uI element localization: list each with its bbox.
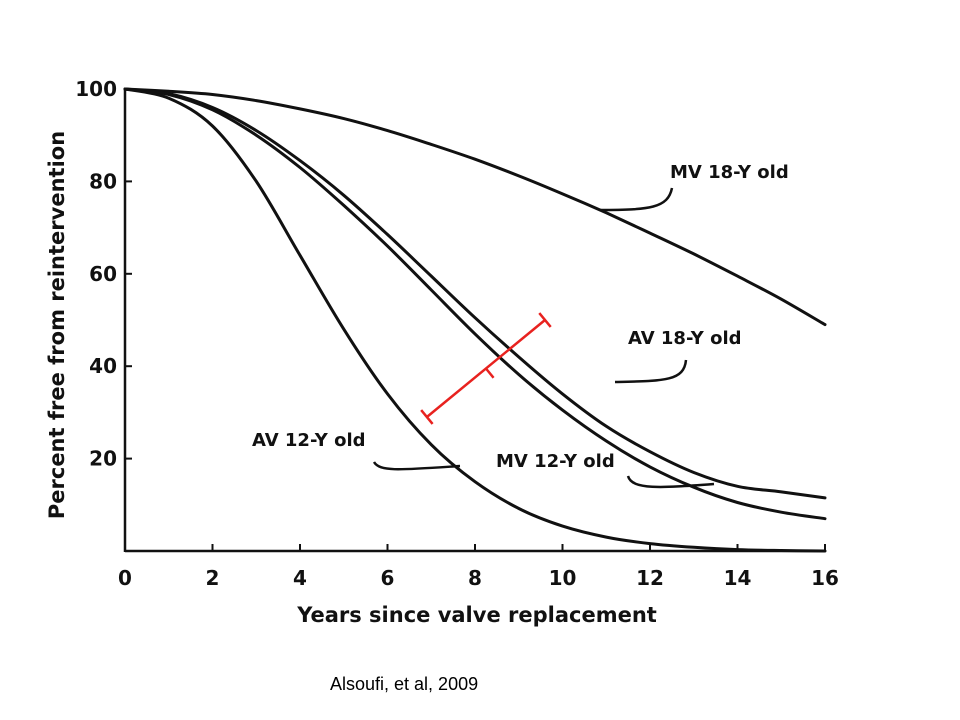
series-line-mv12	[123, 87, 827, 521]
series-label-av18: AV 18-Y old	[628, 328, 742, 349]
x-axis-title: Years since valve replacement	[296, 603, 657, 627]
x-tick-label: 0	[118, 566, 132, 590]
bracket-mid-tick	[484, 367, 495, 379]
series-line-av18	[123, 87, 827, 500]
series-lines	[123, 87, 827, 553]
y-axis-title: Percent free from reintervention	[45, 131, 69, 519]
leader-av12	[372, 461, 461, 471]
x-tick-label: 16	[811, 566, 839, 590]
x-tick-label: 2	[206, 566, 220, 590]
y-tick-label: 60	[89, 262, 117, 286]
leader-av18	[614, 359, 688, 384]
leader-mv18	[599, 187, 674, 212]
series-label-av12: AV 12-Y old	[252, 430, 366, 451]
x-ticks: 0 2 4 6 8 10 12 14 16	[118, 544, 839, 590]
series-label-mv18: MV 18-Y old	[670, 162, 789, 183]
x-tick-label: 14	[724, 566, 752, 590]
y-tick-label: 40	[89, 354, 117, 378]
series-line-av12	[123, 87, 827, 553]
annotation-bracket	[420, 312, 552, 425]
y-tick-label: 20	[89, 447, 117, 471]
leader-mv12	[626, 475, 715, 489]
y-tick-label: 80	[89, 169, 117, 193]
x-tick-label: 4	[293, 566, 307, 590]
x-tick-label: 8	[468, 566, 482, 590]
series-label-mv12: MV 12-Y old	[496, 451, 615, 472]
x-tick-label: 10	[549, 566, 577, 590]
label-leaders	[372, 187, 715, 489]
citation: Alsoufi, et al, 2009	[330, 674, 479, 694]
y-tick-label: 100	[75, 77, 117, 101]
bracket-end-cap	[420, 409, 434, 425]
bracket-end-cap	[538, 312, 552, 328]
y-ticks: 20 40 60 80 100	[75, 77, 132, 471]
x-tick-label: 12	[636, 566, 664, 590]
series-line-mv18	[123, 87, 827, 327]
x-tick-label: 6	[381, 566, 395, 590]
